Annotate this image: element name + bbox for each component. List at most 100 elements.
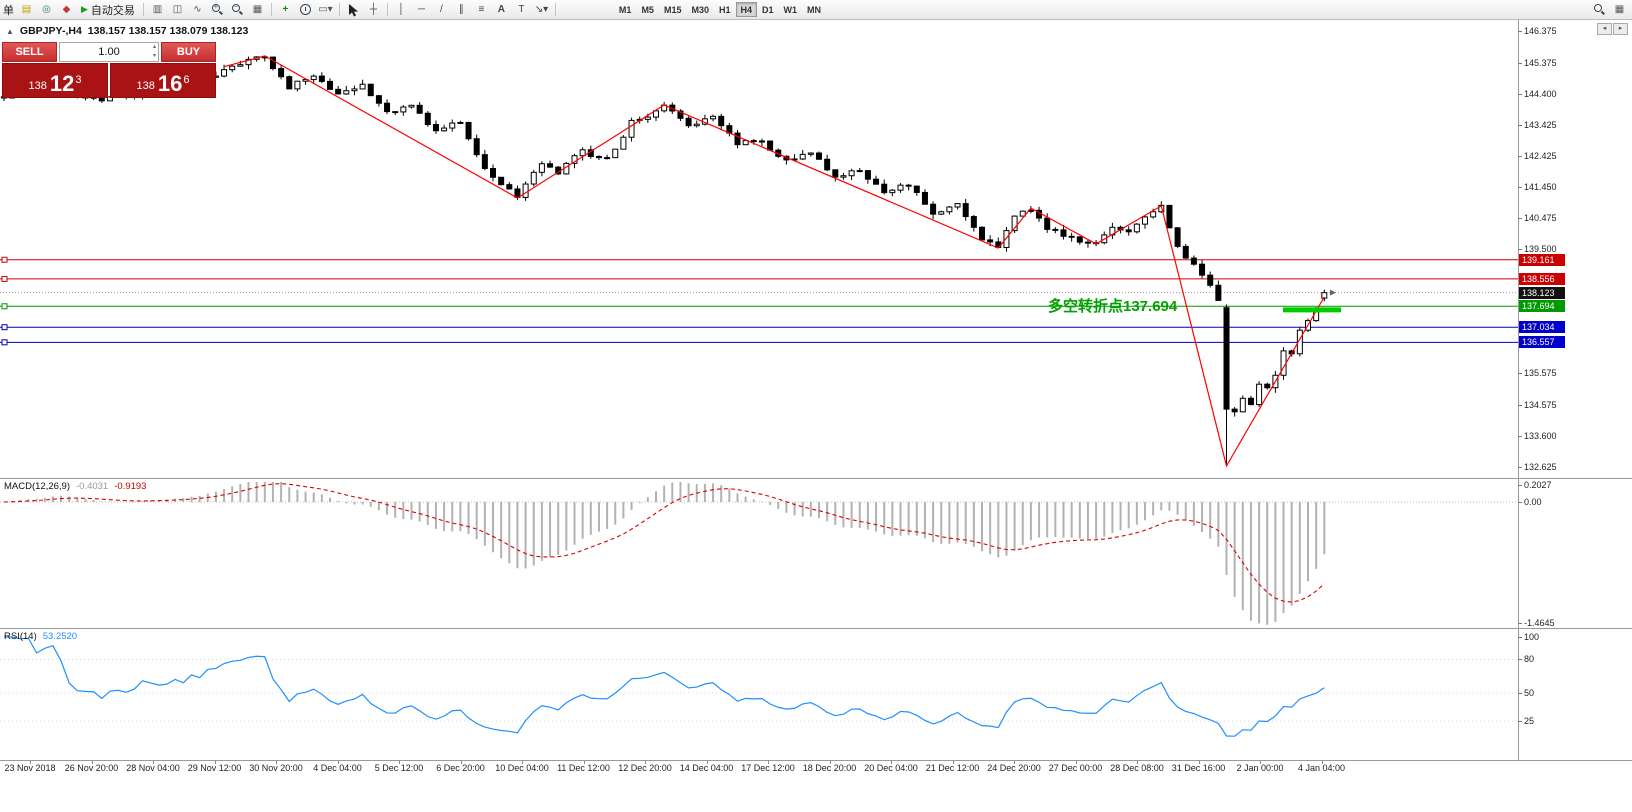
toolbar-separator [386, 3, 388, 16]
time-axis-label: 11 Dec 12:00 [557, 763, 610, 773]
price-axis-tick [1518, 187, 1522, 189]
line-handle[interactable] [1, 324, 8, 331]
time-axis-label: 24 Dec 20:00 [987, 763, 1041, 773]
macd-panel-splitter[interactable] [0, 478, 1632, 479]
rsi-axis-label: 25 [1524, 716, 1535, 726]
macd-main-value: -0.4031 [76, 481, 109, 492]
line-handle[interactable] [1, 275, 8, 282]
chart-symbol-period: GBPJPY-,H4 [19, 25, 82, 37]
time-axis-tick [399, 760, 400, 764]
price-axis-label: 142.425 [1524, 151, 1557, 162]
price-axis-label: 145.375 [1524, 57, 1557, 68]
bid-price-pips: 12 [49, 71, 75, 96]
price-axis-tick [1518, 156, 1522, 158]
lot-spinner[interactable]: ▴ ▾ [152, 44, 156, 59]
price-tag-138.123: 138.123 [1519, 286, 1565, 299]
rsi-axis-tick [1518, 693, 1522, 694]
line-handle[interactable] [1, 256, 8, 263]
ask-price-pips: 16 [157, 71, 183, 96]
time-axis-tick [1198, 760, 1200, 764]
crosshair-icon[interactable]: ┼ [369, 3, 377, 15]
price-tag-136.557: 136.557 [1519, 336, 1565, 349]
price-axis-tick [1518, 466, 1522, 468]
new-chart-icon[interactable]: ▦ [1614, 3, 1625, 15]
chart-scroll-right-button[interactable]: ▸ [1613, 23, 1628, 35]
horizontal-line-icon[interactable]: ─ [417, 3, 425, 15]
timeframe-button-d1[interactable]: D1 [757, 2, 779, 17]
macd-axis-label: 0.2027 [1524, 480, 1552, 491]
text-icon[interactable]: A [497, 3, 506, 15]
price-axis-label: 144.400 [1524, 88, 1557, 99]
sell-button[interactable]: SELL [2, 42, 57, 62]
ask-price-display[interactable]: 138 16 6 [110, 63, 216, 98]
line-handle[interactable] [1, 339, 8, 346]
tile-windows-icon[interactable]: ▦ [252, 3, 263, 15]
price-axis-tick [1518, 93, 1522, 95]
time-axis-tick [1075, 760, 1077, 764]
new-order-label-fragment: 单 [3, 4, 14, 17]
globe-icon[interactable]: ◎ [42, 3, 51, 15]
timeframe-group: M1 M5 M15 M30 H1 H4 D1 W1 MN [614, 2, 826, 17]
bars-chart-type-icon[interactable]: ▥ [152, 3, 163, 15]
timeframe-button-m5[interactable]: M5 [636, 2, 659, 17]
chart-scroll-left-button[interactable]: ◂ [1597, 23, 1612, 35]
zoom-in-icon[interactable]: + [208, 2, 227, 18]
time-axis-tick [153, 760, 154, 764]
signals-icon[interactable]: ◆ [62, 3, 71, 15]
periods-icon[interactable] [296, 2, 315, 18]
equidistant-channel-icon[interactable]: ∥ [458, 3, 464, 15]
rsi-axis-tick [1518, 721, 1522, 722]
pivot-annotation-text[interactable]: 多空转折点137.694 [1048, 298, 1178, 315]
time-axis-label: 28 Nov 04:00 [126, 763, 180, 773]
price-axis-tick [1518, 218, 1522, 220]
time-axis-label: 14 Dec 04:00 [679, 763, 734, 773]
price-axis-tick [1518, 373, 1522, 375]
timeframe-button-m1[interactable]: M1 [614, 2, 637, 17]
timeframe-button-m15[interactable]: M15 [659, 2, 687, 17]
timeframe-button-m30[interactable]: M30 [686, 2, 714, 17]
orders-icon[interactable]: ▤ [21, 3, 32, 15]
time-axis-tick [829, 760, 831, 764]
rsi-panel-splitter[interactable] [0, 628, 1632, 629]
time-axis-tick [1321, 760, 1323, 764]
search-icon[interactable] [1590, 2, 1609, 18]
lot-size-input[interactable]: 1.00 ▴ ▾ [59, 42, 159, 62]
bid-price-display[interactable]: 138 12 3 [2, 63, 108, 98]
macd-indicator-panel[interactable] [0, 479, 1518, 628]
zoom-out-icon[interactable]: − [228, 2, 247, 18]
toolbar-separator [338, 3, 340, 16]
timeframe-button-h4[interactable]: H4 [735, 2, 758, 17]
autotrade-button[interactable]: ▶ 自动交易 [77, 2, 139, 18]
rsi-indicator-panel[interactable] [0, 629, 1518, 760]
line-chart-type-icon[interactable]: ∿ [193, 3, 202, 15]
zigzag-line[interactable] [223, 55, 1325, 468]
time-axis-tick [891, 760, 892, 764]
cursor-icon[interactable] [344, 2, 363, 18]
time-axis-label: 18 Dec 20:00 [802, 763, 857, 773]
price-axis-tick [1518, 124, 1522, 126]
candles-chart-type-icon[interactable]: ◫ [172, 3, 183, 15]
fibonacci-icon[interactable]: ≡ [478, 3, 485, 15]
trade-panel-collapse-icon[interactable]: ▲ [6, 26, 14, 36]
timeframe-button-w1[interactable]: W1 [779, 2, 803, 17]
time-axis-tick [768, 760, 769, 764]
macd-indicator-label: MACD(12,26,9) -0.4031 -0.9193 [4, 481, 146, 492]
time-axis-tick [1260, 760, 1261, 764]
arrows-tool-icon[interactable]: ↘▾ [534, 3, 549, 15]
vertical-line-icon[interactable]: │ [398, 3, 405, 15]
buy-button[interactable]: BUY [161, 42, 216, 62]
time-axis-label: 6 Dec 20:00 [436, 763, 485, 773]
templates-icon[interactable]: ▭▾ [318, 3, 333, 15]
candlestick-chart[interactable] [0, 20, 1518, 478]
time-axis-label: 29 Nov 12:00 [187, 763, 242, 773]
time-axis-tick [30, 760, 31, 764]
line-handle[interactable] [1, 303, 8, 310]
timeframe-button-h1[interactable]: H1 [714, 2, 736, 17]
time-axis-label: 27 Dec 00:00 [1048, 763, 1103, 773]
indicators-icon[interactable]: + [282, 3, 289, 15]
autotrade-play-icon: ▶ [81, 4, 88, 14]
text-label-icon[interactable]: T [518, 3, 525, 15]
timeframe-button-mn[interactable]: MN [802, 2, 826, 17]
trendline-icon[interactable]: / [440, 3, 443, 15]
